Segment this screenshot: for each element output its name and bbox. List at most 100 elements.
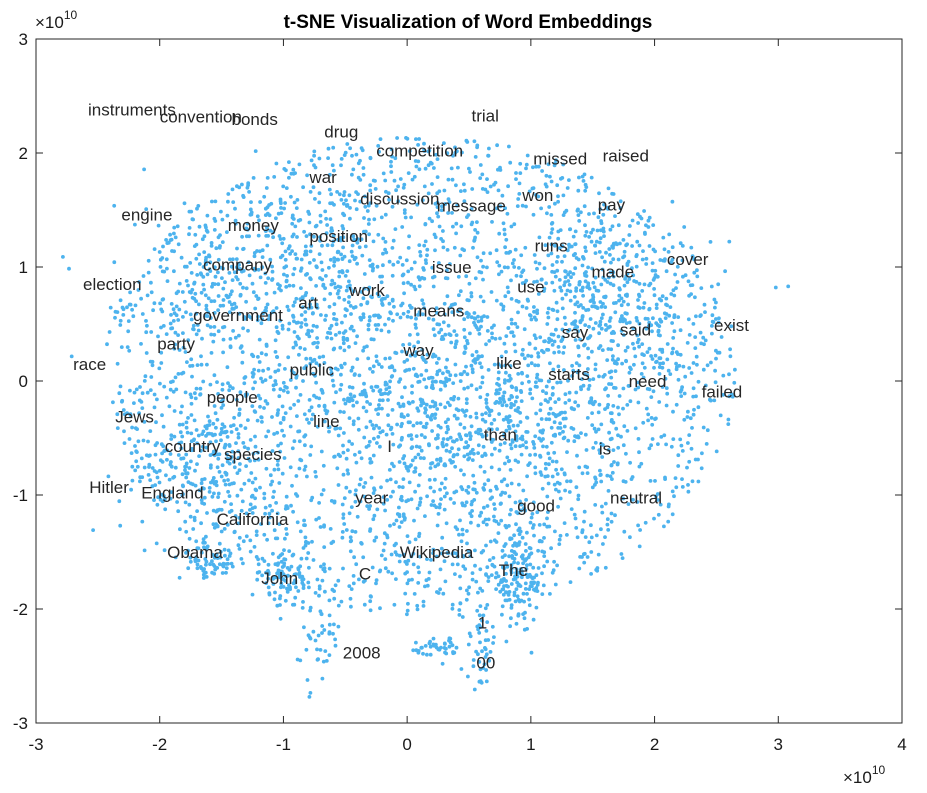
data-point [444,646,448,651]
data-point [399,494,404,499]
data-point [504,251,509,255]
data-point [494,298,499,303]
data-point [620,556,625,560]
data-point [162,384,167,389]
data-point [302,434,307,439]
data-point [599,527,603,532]
data-point [464,364,468,369]
data-point [478,567,483,572]
data-point [374,581,378,586]
data-point [351,574,356,578]
data-point [472,139,477,144]
data-point [556,364,561,369]
data-point [345,269,350,273]
data-point [304,556,309,561]
data-point [366,222,371,226]
word-label: made [592,263,635,282]
data-point [635,212,640,217]
data-point [397,460,402,464]
data-point [293,595,298,600]
data-point [307,220,312,225]
data-point [219,474,224,479]
data-point [501,565,505,570]
data-point [168,238,173,243]
data-point [155,502,160,507]
data-point [587,378,592,382]
y-tick-label: 2 [19,144,28,163]
data-point [272,290,277,295]
data-point [647,387,652,392]
data-point [276,368,281,373]
data-point [341,512,346,517]
data-point [221,303,226,308]
data-point [118,523,123,528]
data-point [428,652,433,657]
data-point [581,383,586,388]
data-point [729,324,734,329]
data-point [158,381,162,386]
data-point [508,160,513,165]
data-point [287,160,291,165]
data-point [621,496,626,501]
data-point [421,266,426,270]
data-point [307,695,312,699]
data-point [509,317,514,322]
data-point [524,440,528,445]
data-point [680,485,685,489]
data-point [495,391,500,396]
data-point [322,419,327,424]
data-point [176,372,181,376]
data-point [592,285,597,290]
data-point [201,540,206,545]
data-point [727,372,731,377]
data-point [140,312,145,316]
data-point [678,389,683,394]
data-point [259,522,263,526]
data-point [328,257,333,262]
data-point [171,319,176,323]
data-point [691,394,696,399]
data-point [194,242,199,247]
data-point [212,332,217,337]
data-point [571,368,576,373]
data-point [721,373,726,378]
data-point [314,395,319,400]
data-point [507,373,512,378]
data-point [261,368,265,373]
data-point [298,345,303,350]
data-point [144,319,148,323]
data-point [363,229,368,234]
data-point [347,295,351,299]
data-point [714,356,718,361]
data-point [508,364,513,368]
data-point [284,532,289,536]
axis-multiplier-text: ×1010 [35,8,78,32]
data-point [431,636,436,641]
data-point [375,291,380,296]
data-point [241,539,246,544]
data-point [526,353,530,358]
data-point [574,390,579,395]
data-point [250,493,255,498]
data-point [498,168,503,172]
data-point [417,167,422,172]
data-point [591,227,595,232]
data-point [668,305,673,309]
data-point [436,433,440,437]
data-point [381,251,385,256]
data-point [264,342,269,347]
data-point [118,384,123,389]
data-point [240,269,244,274]
data-point [363,244,368,249]
data-point [591,280,596,285]
data-point [283,598,288,603]
data-point [308,691,313,695]
data-point [283,201,287,205]
data-point [291,167,296,172]
data-point [354,488,358,493]
data-point [414,640,418,645]
data-point [328,172,332,177]
data-point [221,298,226,302]
data-point [611,329,616,334]
data-point [238,281,243,286]
